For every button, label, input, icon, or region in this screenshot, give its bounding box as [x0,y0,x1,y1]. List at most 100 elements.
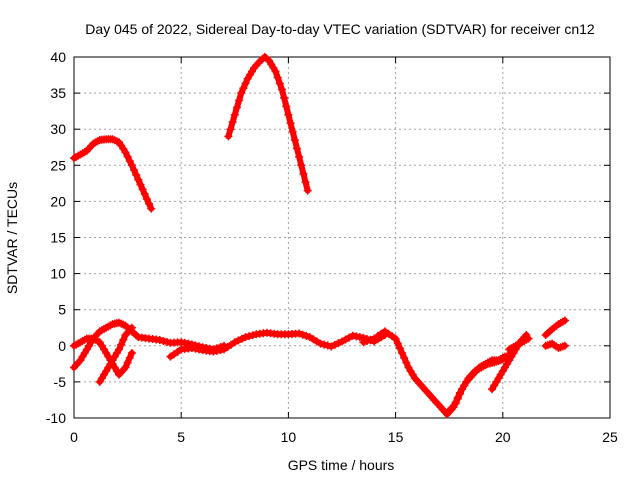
data-point [155,336,164,345]
series-arc-12 [541,339,569,352]
data-point [451,399,460,408]
data-point [241,79,250,88]
data-point [282,102,291,111]
data-point [277,85,286,94]
data-point [125,156,134,165]
data-point [147,204,156,213]
x-tick-label: 25 [602,429,618,445]
grid-lines [74,57,610,418]
data-marks [70,53,569,419]
data-point [136,180,145,189]
data-point [230,110,239,119]
data-point [330,340,339,349]
data-point [130,166,139,175]
x-tick-label: 20 [495,429,511,445]
y-tick-label: 40 [50,49,66,65]
series-line [225,54,311,194]
data-point [245,332,254,341]
data-point [288,127,297,136]
data-point [297,161,306,170]
data-point [275,79,284,88]
data-point [273,73,282,82]
data-point [359,338,368,347]
series-arc-11 [541,316,569,339]
y-axis-label: SDTVAR / TECUs [4,182,20,294]
series-line [71,319,228,371]
data-point [162,337,171,346]
data-point [248,331,257,340]
data-point [232,103,241,112]
data-point [295,152,304,161]
data-point [115,345,124,354]
series-arc-4 [70,334,136,379]
data-point [121,148,130,157]
data-point [286,119,295,128]
data-point [400,353,409,362]
data-point [284,110,293,119]
data-point [127,323,136,332]
data-point [263,55,272,64]
data-point [159,336,168,345]
y-tick-label: 35 [50,85,66,101]
series-arc-3 [70,318,229,372]
series-arc-1 [70,135,156,213]
data-point [226,125,235,134]
y-tick-label: 25 [50,157,66,173]
data-point [303,186,312,195]
data-point [230,338,239,347]
data-point [241,333,250,342]
series-arc-5 [95,323,136,386]
data-point [123,358,132,367]
data-point [402,358,411,367]
data-point [119,335,128,344]
data-point [127,349,136,358]
data-point [334,339,343,348]
data-point [125,353,134,362]
data-point [237,89,246,98]
data-point [524,334,533,343]
data-point [117,340,126,349]
y-tick-label: 5 [58,302,66,318]
data-point [237,334,246,343]
x-tick-label: 15 [388,429,404,445]
data-point [140,190,149,199]
data-point [302,331,311,340]
chart-title: Day 045 of 2022, Sidereal Day-to-day VTE… [85,21,595,37]
data-point [320,340,329,349]
data-point [123,152,132,161]
data-point [560,341,569,350]
y-tick-label: 15 [50,230,66,246]
y-tick-label: -10 [46,410,66,426]
y-tick-label: 10 [50,266,66,282]
data-point [280,93,289,102]
data-point [138,185,147,194]
series-arc-2 [224,53,312,195]
x-tick-label: 5 [177,429,185,445]
data-point [301,178,310,187]
series-arc-6 [166,328,389,361]
y-tick-label: -5 [54,374,67,390]
data-point [290,136,299,145]
data-point [453,394,462,403]
axis-ticks: 0 5 10 15 20 25 -10 -5 0 5 10 15 20 25 30 35 40 [46,49,618,445]
x-tick-label: 10 [281,429,297,445]
data-point [228,117,237,126]
data-point [391,334,400,343]
data-point [121,363,130,372]
y-tick-label: 30 [50,121,66,137]
data-point [271,67,280,76]
data-point [455,389,464,398]
data-point [142,194,151,203]
data-point [134,175,143,184]
data-point [132,170,141,179]
data-point [366,335,375,344]
data-point [145,199,154,208]
data-point [393,339,402,348]
data-point [398,349,407,358]
data-point [363,336,372,345]
data-point [295,329,304,338]
data-point [395,344,404,353]
data-point [127,161,136,170]
data-point [560,316,569,325]
